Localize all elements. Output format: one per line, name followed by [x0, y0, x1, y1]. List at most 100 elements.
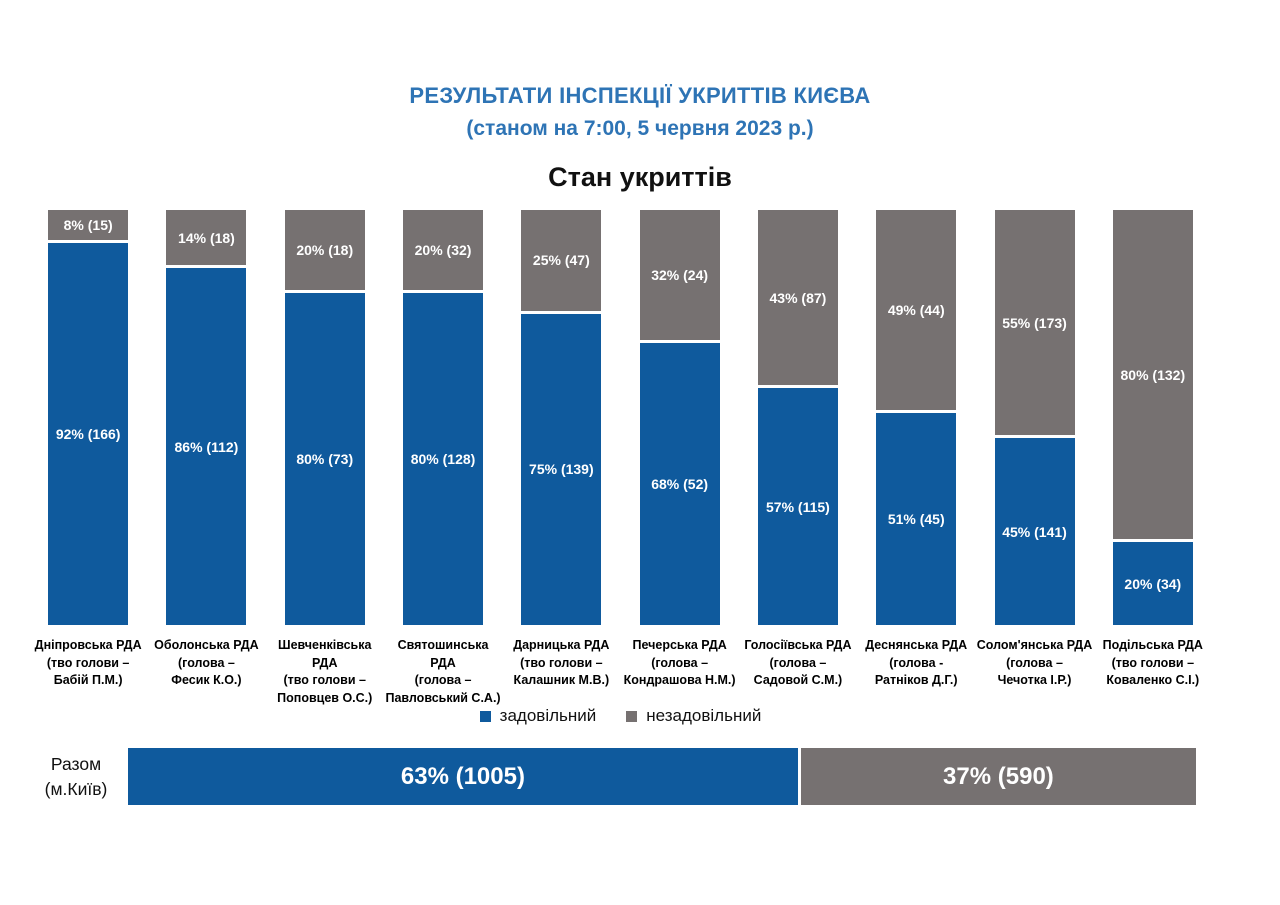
- bar-column: 49% (44) 51% (45) Деснянська РДА (голова…: [857, 210, 975, 707]
- page-subtitle: (станом на 7:00, 5 червня 2023 р.): [466, 117, 814, 140]
- unsatisfactory-segment: 55% (173): [994, 210, 1075, 439]
- legend-item-unsatisfactory: незадовільний: [626, 706, 761, 726]
- district-name: Оболонська РДА: [154, 638, 259, 652]
- stacked-bar: 49% (44) 51% (45): [876, 210, 957, 625]
- bar-column: 8% (15) 92% (166) Дніпровська РДА (тво г…: [29, 210, 147, 707]
- satisfactory-value-label: 68% (52): [651, 475, 709, 492]
- unsatisfactory-segment: 49% (44): [876, 210, 957, 414]
- district-head-line1: (голова –: [178, 655, 235, 670]
- satisfactory-segment: 68% (52): [639, 342, 720, 625]
- satisfactory-segment: 51% (45): [876, 413, 957, 625]
- unsatisfactory-value-label: 43% (87): [769, 289, 827, 306]
- stacked-bar-chart: 8% (15) 92% (166) Дніпровська РДА (тво г…: [29, 210, 1212, 707]
- district-name: Солом'янська РДА: [976, 638, 1093, 652]
- satisfactory-segment: 20% (34): [1112, 542, 1193, 625]
- district-name: Шевченківська РДА: [278, 638, 372, 670]
- category-label: Печерська РДА (голова – Кондрашова Н.М.): [621, 637, 739, 690]
- unsatisfactory-value-label: 80% (132): [1120, 366, 1186, 383]
- category-label: Деснянська РДА (голова - Ратніков Д.Г.): [857, 637, 975, 690]
- unsatisfactory-segment: 32% (24): [639, 210, 720, 343]
- district-name: Святошинська РДА: [397, 638, 489, 670]
- district-head-line1: (тво голови –: [1111, 655, 1195, 670]
- bar-column: 20% (18) 80% (73) Шевченківська РДА (тво…: [266, 210, 384, 707]
- district-head-line1: (тво голови –: [520, 655, 603, 670]
- category-label: Дарницька РДА (тво голови – Калашник М.В…: [502, 637, 620, 690]
- unsatisfactory-value-label: 55% (173): [1002, 314, 1067, 331]
- legend-item-satisfactory: задовільний: [479, 706, 597, 726]
- district-head-line2: Ратніков Д.Г.): [874, 673, 958, 687]
- category-label: Солом'янська РДА (голова – Чечотка І.Р.): [976, 637, 1094, 690]
- district-head-line1: (тво голови –: [46, 655, 130, 670]
- chart-legend: задовільний незадовільний: [29, 706, 1212, 726]
- stacked-bar: 14% (18) 86% (112): [166, 210, 247, 625]
- unsatisfactory-value-label: 49% (44): [887, 302, 945, 319]
- district-head-line2: Садовой С.М.): [753, 673, 843, 687]
- satisfactory-segment: 86% (112): [166, 268, 247, 625]
- bar-column: 20% (32) 80% (128) Святошинська РДА (гол…: [384, 210, 502, 707]
- satisfactory-value-label: 45% (141): [1002, 523, 1067, 540]
- category-label: Дніпровська РДА (тво голови – Бабій П.М.…: [29, 637, 147, 690]
- district-name: Дарницька РДА: [513, 638, 610, 652]
- district-name: Печерська РДА: [632, 638, 727, 652]
- legend-label: задовільний: [499, 706, 597, 725]
- satisfactory-value-label: 86% (112): [174, 438, 239, 455]
- unsatisfactory-value-label: 20% (32): [414, 242, 472, 258]
- satisfactory-value-label: 92% (166): [55, 426, 121, 443]
- stacked-bar: 43% (87) 57% (115): [757, 210, 838, 625]
- legend-label: незадовільний: [646, 706, 762, 725]
- district-head-line2: Чечотка І.Р.): [997, 673, 1072, 687]
- district-head-line1: (голова –: [651, 655, 709, 670]
- chart-title: Стан укриттів: [548, 162, 732, 192]
- category-label: Святошинська РДА (голова – Павловський С…: [384, 637, 502, 707]
- bar-column: 25% (47) 75% (139) Дарницька РДА (тво го…: [502, 210, 620, 707]
- satisfactory-value-label: 20% (34): [1124, 575, 1182, 592]
- unsatisfactory-value-label: 20% (18): [296, 242, 354, 258]
- district-head-line2: Фесик К.О.): [171, 673, 242, 687]
- page-title: РЕЗУЛЬТАТИ ІНСПЕКЦІЇ УКРИТТІВ КИЄВА: [409, 83, 871, 108]
- legend-swatch-gray-icon: [626, 710, 638, 722]
- stacked-bar: 20% (32) 80% (128): [403, 210, 484, 625]
- district-name: Деснянська РДА: [865, 638, 968, 652]
- district-head-line1: (голова –: [769, 655, 827, 670]
- slide-header: РЕЗУЛЬТАТИ ІНСПЕКЦІЇ УКРИТТІВ КИЄВА (ста…: [0, 83, 1280, 141]
- bar-column: 14% (18) 86% (112) Оболонська РДА (голов…: [147, 210, 265, 707]
- category-label: Голосіївська РДА (голова – Садовой С.М.): [739, 637, 857, 690]
- district-name: Подільська РДА: [1102, 638, 1203, 652]
- stacked-bar: 32% (24) 68% (52): [639, 210, 720, 625]
- unsatisfactory-segment: 25% (47): [521, 210, 602, 314]
- satisfactory-segment: 92% (166): [48, 243, 129, 625]
- bar-column: 32% (24) 68% (52) Печерська РДА (голова …: [620, 210, 738, 707]
- stacked-bar: 20% (18) 80% (73): [284, 210, 365, 625]
- unsatisfactory-segment: 20% (32): [403, 210, 484, 293]
- total-row-label: Разом (м.Київ): [44, 754, 108, 800]
- district-head-line1: (голова –: [1006, 655, 1063, 670]
- bar-column: 80% (132) 20% (34) Подільська РДА (тво г…: [1094, 210, 1212, 707]
- category-label: Оболонська РДА (голова – Фесик К.О.): [147, 637, 265, 690]
- satisfactory-segment: 75% (139): [521, 313, 602, 625]
- unsatisfactory-segment: 8% (15): [48, 210, 129, 244]
- district-head-line2: Калашник М.В.): [513, 673, 610, 687]
- district-head-line2: Поповцев О.С.): [277, 690, 373, 705]
- legend-swatch-blue-icon: [479, 710, 491, 722]
- district-name: Дніпровська РДА: [34, 638, 142, 652]
- district-head-line1: (голова –: [414, 673, 472, 687]
- satisfactory-value-label: 80% (128): [410, 451, 476, 467]
- bar-column: 43% (87) 57% (115) Голосіївська РДА (гол…: [739, 210, 857, 707]
- district-head-line1: (тво голови –: [283, 673, 366, 687]
- unsatisfactory-value-label: 14% (18): [178, 229, 235, 246]
- category-label: Шевченківська РДА (тво голови – Поповцев…: [266, 637, 384, 707]
- total-unsatisfactory-segment: 37% (590): [800, 748, 1196, 805]
- district-head-line2: Павловський С.А.): [385, 690, 501, 705]
- unsatisfactory-segment: 20% (18): [284, 210, 365, 293]
- stacked-bar: 8% (15) 92% (166): [48, 210, 129, 625]
- satisfactory-segment: 80% (128): [403, 293, 484, 625]
- total-stacked-bar: 63% (1005) 37% (590): [128, 748, 1196, 805]
- bar-column: 55% (173) 45% (141) Солом'янська РДА (го…: [975, 210, 1093, 707]
- unsatisfactory-value-label: 8% (15): [63, 217, 113, 234]
- satisfactory-segment: 80% (73): [284, 293, 365, 625]
- district-head-line2: Коваленко С.І.): [1106, 673, 1200, 687]
- stacked-bar: 25% (47) 75% (139): [521, 210, 602, 625]
- stacked-bar: 80% (132) 20% (34): [1112, 210, 1193, 625]
- unsatisfactory-segment: 43% (87): [757, 210, 838, 389]
